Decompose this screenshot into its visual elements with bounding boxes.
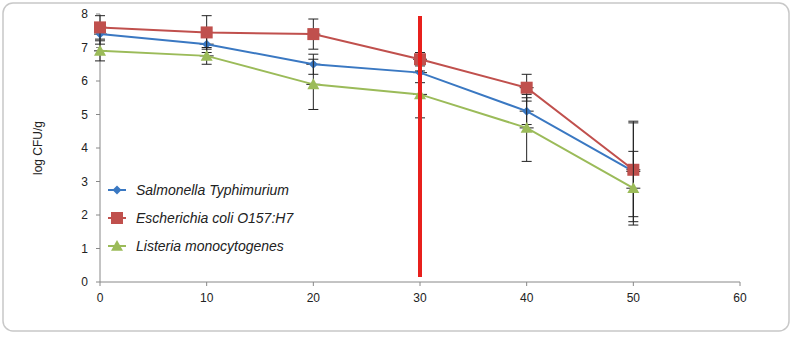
x-tick [740,282,741,286]
legend-label: Salmonella Typhimurium [136,182,289,198]
y-tick [96,248,100,249]
data-point [94,45,106,56]
x-tick [313,282,314,286]
data-point [627,182,639,193]
x-tick-label: 0 [97,291,104,305]
series-line [100,27,633,169]
legend-label: Escherichia coli O157:H7 [136,210,294,226]
x-tick-label: 30 [413,291,427,305]
plot-area [94,16,640,225]
y-axis-label: log CFU/g [31,121,45,175]
data-point [201,50,213,61]
y-tick [96,14,100,15]
data-point [307,78,319,89]
y-tick-label: 1 [81,242,88,256]
x-tick-label: 20 [307,291,321,305]
x-tick-label: 10 [200,291,214,305]
legend-marker [111,212,123,224]
y-tick [96,148,100,149]
y-tick-label: 8 [81,7,88,21]
data-point [521,82,533,94]
data-point [201,26,213,38]
data-point [94,21,106,33]
legend-label: Listeria monocytogenes [136,238,284,254]
x-tick [100,282,101,286]
x-tick-label: 60 [733,291,747,305]
x-tick [420,282,421,286]
y-tick [96,181,100,182]
data-point [307,28,319,40]
error-bar [202,16,212,50]
y-tick-label: 4 [81,141,88,155]
y-tick-label: 3 [81,175,88,189]
x-tick [633,282,634,286]
series-line [100,51,633,188]
y-tick [96,81,100,82]
reference-line [418,16,422,277]
error-bar [308,19,318,49]
data-point [521,122,533,133]
frame [3,3,789,331]
x-tick [206,282,207,286]
error-bar [95,16,105,39]
legend-marker [113,186,122,195]
y-tick-label: 6 [81,74,88,88]
y-tick-label: 0 [81,275,88,289]
y-tick [96,215,100,216]
chart: 0 1 2 3 4 5 6 7 8 0 10 20 30 40 50 60 log CFU/g Salmonell… [0,0,796,338]
y-tick-label: 7 [81,41,88,55]
x-tick [526,282,527,286]
legend-marker [111,240,123,251]
y-tick [96,282,100,283]
y-tick-label: 5 [81,108,88,122]
x-tick-label: 50 [627,291,641,305]
y-tick [96,114,100,115]
y-tick-label: 2 [81,208,88,222]
x-tick-label: 40 [520,291,534,305]
